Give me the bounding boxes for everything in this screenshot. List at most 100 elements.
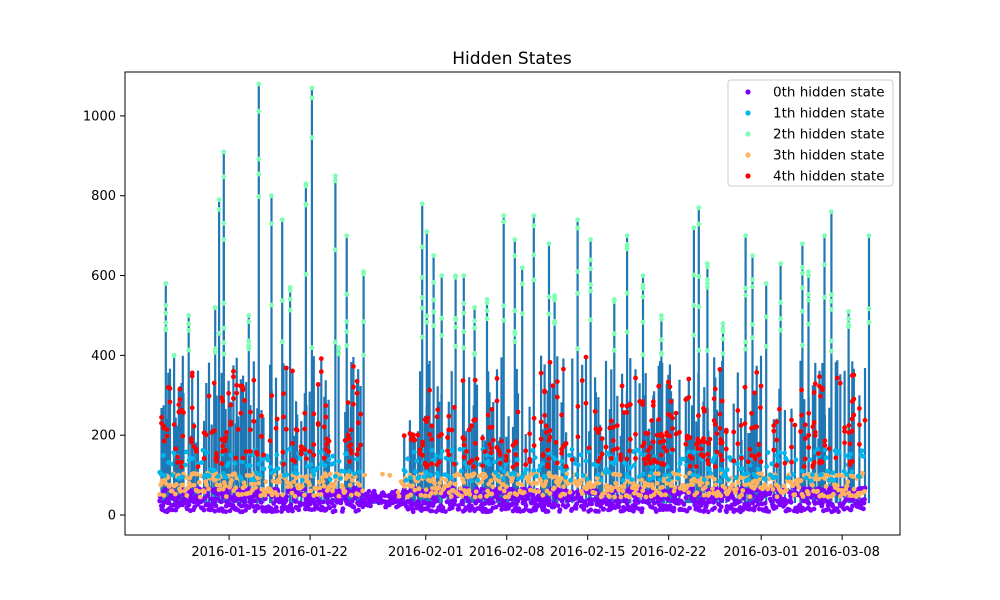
point-state-2: [640, 319, 646, 325]
point-state-4: [167, 399, 173, 405]
point-state-3: [291, 479, 297, 485]
point-state-2: [501, 318, 507, 323]
point-state-4: [714, 431, 720, 437]
point-state-1: [315, 465, 320, 471]
point-state-4: [664, 430, 670, 436]
point-state-2: [221, 149, 227, 155]
point-state-4: [661, 445, 667, 450]
point-state-3: [459, 493, 464, 499]
point-state-0: [256, 504, 261, 510]
point-state-4: [712, 422, 718, 427]
point-state-0: [290, 508, 295, 514]
point-state-2: [309, 135, 315, 140]
point-state-3: [651, 492, 657, 497]
point-state-4: [583, 400, 589, 406]
point-state-0: [296, 507, 302, 513]
point-state-4: [619, 403, 625, 408]
point-state-0: [812, 501, 818, 506]
point-state-3: [620, 488, 626, 494]
point-state-0: [717, 508, 723, 513]
legend-marker: [745, 152, 751, 158]
point-state-4: [315, 420, 321, 426]
y-tick-label: 800: [91, 189, 116, 204]
point-state-3: [640, 488, 646, 494]
point-state-2: [419, 334, 425, 340]
point-state-3: [443, 477, 449, 483]
point-state-3: [581, 476, 586, 482]
point-state-0: [736, 499, 742, 505]
point-state-2: [800, 285, 805, 291]
point-state-4: [348, 427, 354, 433]
point-state-2: [588, 288, 593, 294]
point-state-2: [750, 322, 755, 327]
point-state-0: [285, 508, 291, 514]
point-state-0: [297, 503, 303, 508]
point-state-3: [768, 483, 774, 489]
point-state-3: [299, 484, 305, 489]
point-state-3: [458, 486, 463, 491]
point-state-4: [546, 456, 552, 462]
point-state-0: [712, 505, 717, 511]
point-state-0: [302, 502, 307, 507]
point-state-4: [326, 438, 332, 444]
point-state-2: [750, 277, 755, 283]
point-state-0: [202, 496, 207, 501]
point-state-3: [734, 486, 739, 492]
point-state-4: [547, 359, 553, 365]
point-state-4: [812, 381, 818, 387]
point-state-0: [639, 506, 645, 512]
point-state-1: [533, 473, 539, 479]
point-state-2: [163, 281, 169, 286]
point-state-4: [810, 424, 816, 430]
point-state-0: [861, 506, 866, 512]
point-state-4: [193, 446, 199, 452]
point-state-1: [807, 457, 813, 463]
point-state-3: [694, 490, 700, 496]
point-state-2: [705, 277, 710, 283]
point-state-1: [832, 448, 838, 454]
point-state-1: [841, 468, 847, 474]
point-state-1: [754, 474, 759, 480]
point-state-3: [683, 474, 688, 479]
point-state-1: [676, 468, 682, 473]
point-state-0: [671, 505, 677, 511]
point-state-3: [603, 482, 609, 488]
point-state-3: [227, 484, 232, 490]
point-state-2: [461, 345, 467, 351]
point-state-4: [640, 399, 646, 404]
point-state-4: [633, 431, 638, 437]
point-state-4: [540, 453, 546, 459]
point-state-2: [531, 223, 537, 229]
point-state-3: [754, 480, 760, 486]
point-state-3: [308, 488, 314, 494]
point-state-4: [774, 463, 780, 468]
point-state-1: [581, 473, 586, 478]
x-tick-label: 2016-01-15: [191, 545, 267, 560]
point-state-2: [640, 285, 646, 291]
point-state-4: [619, 383, 625, 389]
legend-marker: [745, 173, 751, 179]
point-state-0: [451, 501, 457, 507]
point-state-4: [472, 377, 478, 383]
point-state-2: [720, 321, 726, 326]
point-state-4: [545, 464, 551, 470]
x-tick-label: 2016-01-22: [272, 545, 348, 560]
point-state-4: [701, 454, 706, 459]
point-state-4: [798, 429, 803, 434]
point-state-2: [246, 319, 252, 324]
point-state-1: [773, 474, 778, 480]
point-state-2: [743, 292, 748, 298]
point-state-4: [503, 453, 509, 459]
point-state-1: [158, 471, 164, 477]
point-state-4: [661, 462, 667, 467]
point-state-1: [657, 477, 663, 483]
point-state-1: [662, 472, 668, 478]
point-state-3: [686, 490, 691, 495]
point-state-2: [221, 351, 227, 357]
legend-label: 0th hidden state: [773, 85, 885, 101]
point-state-1: [232, 461, 238, 466]
point-state-0: [370, 499, 375, 504]
point-state-3: [862, 489, 867, 494]
point-state-2: [696, 347, 702, 353]
point-state-4: [243, 449, 249, 454]
